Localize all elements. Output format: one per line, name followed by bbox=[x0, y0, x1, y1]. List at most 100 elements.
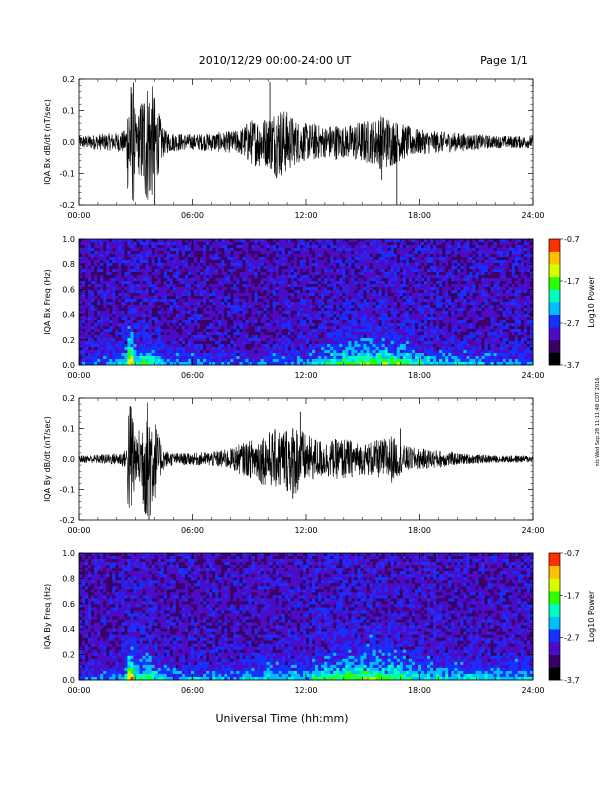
spectrogram-cell bbox=[230, 266, 234, 270]
spectrogram-cell bbox=[327, 290, 331, 294]
spectrogram-cell bbox=[348, 320, 352, 324]
spectrogram-cell bbox=[257, 356, 261, 360]
spectrogram-cell bbox=[351, 260, 355, 264]
spectrogram-cell bbox=[281, 329, 286, 333]
spectrogram-cell bbox=[387, 239, 392, 243]
spectrogram-cell bbox=[333, 359, 337, 363]
spectrogram-cell bbox=[136, 317, 140, 321]
spectrogram-cell bbox=[91, 302, 95, 306]
spectrogram-cell bbox=[342, 242, 346, 246]
spectrogram-cell bbox=[351, 320, 355, 324]
spectrogram-cell bbox=[360, 344, 364, 348]
spectrogram-cell bbox=[318, 344, 322, 348]
spectrogram-cell bbox=[396, 341, 401, 345]
spectrogram-cell bbox=[163, 320, 168, 324]
spectrogram-cell bbox=[166, 317, 171, 321]
spectrogram-cell bbox=[151, 332, 155, 336]
spectrogram-cell bbox=[417, 299, 422, 303]
spectrogram-cell bbox=[281, 269, 286, 273]
spectrogram-cell bbox=[145, 293, 149, 297]
spectrogram-cell bbox=[369, 281, 373, 285]
spectrogram-cell bbox=[375, 326, 379, 330]
spectrogram-cell bbox=[184, 290, 189, 294]
spectrogram-cell bbox=[121, 347, 125, 351]
spectrogram-cell bbox=[175, 335, 180, 339]
spectrogram-cell bbox=[357, 305, 361, 309]
spectrogram-cell bbox=[133, 302, 137, 306]
spectrogram-cell bbox=[148, 332, 152, 336]
spectrogram-cell bbox=[290, 269, 295, 273]
spectrogram-cell bbox=[275, 272, 280, 276]
spectrogram-cell bbox=[290, 353, 295, 357]
spectrogram-cell bbox=[103, 332, 107, 336]
spectrogram-cell bbox=[315, 311, 319, 315]
spectrogram-cell bbox=[381, 350, 385, 354]
spectrogram-cell bbox=[109, 239, 113, 243]
spectrogram-cell bbox=[118, 305, 122, 309]
spectrogram-cell bbox=[212, 320, 216, 324]
spectrogram-cell bbox=[218, 344, 222, 348]
spectrogram-cell bbox=[327, 329, 331, 333]
spectrogram-cell bbox=[200, 323, 204, 327]
spectrogram-cell bbox=[100, 314, 104, 318]
spectrogram-cell bbox=[224, 338, 228, 342]
spectrogram-cell bbox=[172, 356, 177, 360]
spectrogram-cell bbox=[242, 350, 246, 354]
spectrogram-cell bbox=[360, 290, 364, 294]
spectrogram-cell bbox=[414, 332, 419, 336]
spectrogram-cell bbox=[115, 281, 119, 285]
spectrogram-cell bbox=[254, 245, 258, 249]
spectrogram-cell bbox=[336, 356, 340, 360]
spectrogram-cell bbox=[175, 248, 180, 252]
spectrogram-cell bbox=[387, 290, 392, 294]
spectrogram-cell bbox=[130, 281, 134, 285]
spectrogram-cell bbox=[254, 248, 258, 252]
spectrogram-cell bbox=[290, 290, 295, 294]
spectrogram-cell bbox=[309, 317, 313, 321]
spectrogram-cell bbox=[345, 257, 349, 261]
spectrogram-cell bbox=[339, 350, 343, 354]
spectrogram-cell bbox=[133, 287, 137, 291]
spectrogram-cell bbox=[139, 245, 143, 249]
spectrogram-cell bbox=[387, 266, 392, 270]
spectrogram-cell bbox=[206, 269, 210, 273]
spectrogram-cell bbox=[357, 302, 361, 306]
spectrogram-cell bbox=[272, 254, 277, 258]
spectrogram-cell bbox=[384, 290, 389, 294]
spectrogram-cell bbox=[306, 320, 310, 324]
spectrogram-cell bbox=[257, 308, 261, 312]
spectrogram-cell bbox=[100, 353, 104, 357]
spectrogram-cell bbox=[94, 326, 98, 330]
spectrogram-cell bbox=[184, 242, 189, 246]
spectrogram-cell bbox=[136, 269, 140, 273]
spectrogram-cell bbox=[421, 302, 425, 306]
spectrogram-cell bbox=[363, 284, 367, 288]
spectrogram-cell bbox=[115, 299, 119, 303]
spectrogram-cell bbox=[421, 299, 425, 303]
spectrogram-cell bbox=[327, 281, 331, 285]
spectrogram-cell bbox=[363, 320, 367, 324]
spectrogram-cell bbox=[236, 362, 240, 366]
spectrogram-cell bbox=[148, 308, 152, 312]
spectrogram-cell bbox=[411, 326, 416, 330]
spectrogram-cell bbox=[82, 281, 86, 285]
spectrogram-cell bbox=[366, 284, 370, 288]
spectrogram-cell bbox=[296, 260, 301, 264]
spectrogram-cell bbox=[197, 248, 201, 252]
spectrogram-cell bbox=[133, 305, 137, 309]
spectrogram-cell bbox=[118, 263, 122, 267]
spectrogram-cell bbox=[218, 302, 222, 306]
spectrogram-cell bbox=[372, 350, 376, 354]
spectrogram-cell bbox=[248, 269, 252, 273]
spectrogram-cell bbox=[187, 302, 192, 306]
spectrogram-cell bbox=[360, 254, 364, 258]
spectrogram-cell bbox=[91, 263, 95, 267]
spectrogram-cell bbox=[115, 350, 119, 354]
spectrogram-cell bbox=[239, 329, 243, 333]
spectrogram-cell bbox=[327, 311, 331, 315]
spectrogram-cell bbox=[318, 341, 322, 345]
spectrogram-cell bbox=[378, 314, 382, 318]
spectrogram-cell bbox=[315, 245, 319, 249]
spectrogram-cell bbox=[130, 362, 134, 366]
spectrogram-cell bbox=[339, 242, 343, 246]
